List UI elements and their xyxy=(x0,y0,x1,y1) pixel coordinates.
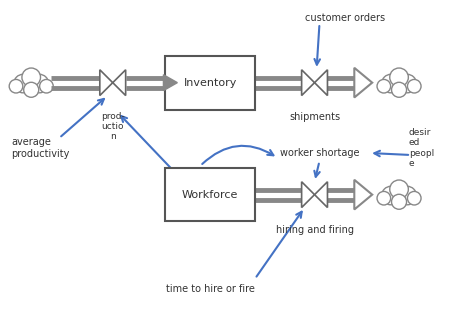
Circle shape xyxy=(14,74,32,93)
Text: customer orders: customer orders xyxy=(305,13,385,23)
Circle shape xyxy=(382,74,401,93)
Circle shape xyxy=(30,74,48,93)
Circle shape xyxy=(24,82,39,97)
Polygon shape xyxy=(301,70,315,95)
Text: time to hire or fire: time to hire or fire xyxy=(166,284,255,294)
Circle shape xyxy=(398,74,416,93)
Polygon shape xyxy=(315,70,328,95)
Circle shape xyxy=(9,79,23,93)
Circle shape xyxy=(408,79,421,93)
Text: Inventory: Inventory xyxy=(183,78,237,88)
Polygon shape xyxy=(315,182,328,207)
Polygon shape xyxy=(164,75,177,91)
Text: shipments: shipments xyxy=(289,113,340,122)
Polygon shape xyxy=(113,70,126,95)
Circle shape xyxy=(398,186,416,205)
Polygon shape xyxy=(100,70,113,95)
Bar xyxy=(165,56,255,110)
Text: hiring and firing: hiring and firing xyxy=(275,225,354,235)
Circle shape xyxy=(390,68,408,86)
Circle shape xyxy=(377,192,391,205)
Circle shape xyxy=(392,82,407,97)
Circle shape xyxy=(382,186,401,205)
Text: average
productivity: average productivity xyxy=(11,137,70,159)
Circle shape xyxy=(390,180,408,199)
Polygon shape xyxy=(301,182,315,207)
Circle shape xyxy=(40,79,53,93)
Circle shape xyxy=(408,192,421,205)
Polygon shape xyxy=(354,180,372,210)
Bar xyxy=(165,168,255,221)
Circle shape xyxy=(377,79,391,93)
Polygon shape xyxy=(354,68,372,98)
Text: desir
ed
peopl
e: desir ed peopl e xyxy=(409,128,434,168)
Text: Workforce: Workforce xyxy=(182,190,238,200)
Circle shape xyxy=(392,194,407,209)
Text: worker shortage: worker shortage xyxy=(280,148,359,158)
Circle shape xyxy=(22,68,40,86)
Text: prod-
uctio
n: prod- uctio n xyxy=(101,113,125,141)
